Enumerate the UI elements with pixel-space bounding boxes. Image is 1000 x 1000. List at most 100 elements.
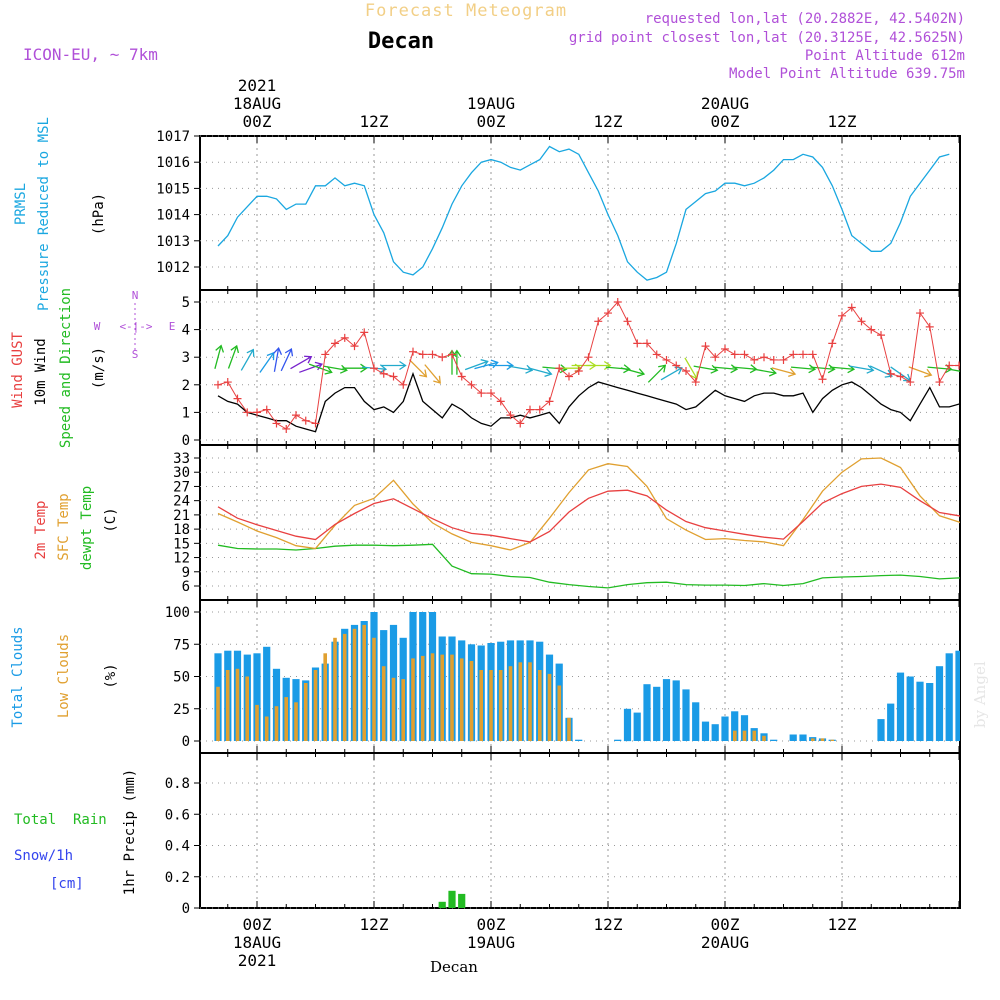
- low-cloud-bar: [469, 661, 474, 741]
- compass-w: W: [94, 320, 101, 333]
- pressure-ytick-label: 1014: [156, 208, 190, 224]
- wind-arrow: [227, 344, 240, 369]
- low-cloud-bar: [508, 666, 513, 741]
- wind-gust-point: [301, 416, 310, 425]
- wind-arrow-shaft: [424, 364, 441, 384]
- low-cloud-bar: [225, 670, 230, 741]
- wind-ytick-label: 0: [182, 433, 190, 449]
- wind-arrow: [586, 360, 612, 371]
- wind-gust-point: [506, 411, 515, 420]
- wind-gust-point: [292, 411, 300, 420]
- clouds-ytick-label: 75: [173, 637, 190, 653]
- total-cloud-bar: [926, 683, 934, 741]
- clouds-label-2: Low Clouds: [56, 634, 72, 718]
- low-cloud-bar: [245, 676, 249, 741]
- wind-arrow-head: [636, 368, 646, 378]
- pressure-ytick-label: 1017: [156, 129, 190, 145]
- low-cloud-bar: [742, 730, 747, 741]
- temp-label-4: (C): [103, 507, 119, 532]
- precip-ytick-label: 0.4: [165, 839, 190, 855]
- wind-arrow-shaft: [474, 361, 498, 370]
- wind-gust-point: [750, 355, 759, 364]
- wind-gust-point: [906, 378, 915, 387]
- wind-gust-point: [545, 397, 554, 406]
- wind-arrow: [308, 363, 333, 375]
- wind-gust-point: [496, 397, 505, 406]
- compass-n: N: [132, 289, 139, 302]
- temp-label-2: SFC Temp: [56, 493, 72, 560]
- info-line-2: grid point closest lon,lat (20.3125E, 42…: [569, 30, 965, 46]
- wind-gust-point: [769, 355, 778, 364]
- total-cloud-bar: [653, 686, 661, 741]
- wind-gust-point: [282, 424, 291, 433]
- total-cloud-bar: [955, 650, 960, 741]
- wind-arrow: [240, 348, 255, 371]
- precip-frame: [199, 752, 961, 909]
- wind-gust-point: [701, 342, 710, 351]
- clouds-ytick-label: 0: [182, 734, 190, 750]
- wind-gust-point: [886, 369, 895, 378]
- compass-legend: N W <-|-> E S: [94, 289, 176, 361]
- wind-gust-point: [360, 328, 369, 337]
- low-cloud-bar: [303, 683, 308, 741]
- wind-arrow-head: [730, 364, 739, 374]
- wind-arrow: [849, 364, 875, 374]
- wind-arrow: [647, 364, 667, 383]
- wind-arrow-shaft: [323, 365, 347, 371]
- temp-series: [217, 457, 960, 589]
- wind-10m-line: [217, 371, 960, 433]
- wind-gust-point: [925, 322, 934, 331]
- low-cloud-bar: [235, 668, 240, 741]
- total-cloud-bar: [575, 739, 583, 741]
- total-cloud-bar: [692, 702, 700, 741]
- wind-arrow-shaft: [829, 366, 855, 370]
- wind-arrow: [947, 368, 960, 374]
- time-top-label: 2021: [238, 76, 277, 95]
- sfc-temp-line: [217, 457, 960, 551]
- precip-label-snow: Snow/1h: [14, 848, 73, 864]
- total-cloud-bar: [711, 724, 719, 741]
- wind-arrow-shaft: [290, 356, 312, 370]
- wind-ytick-label: 3: [182, 350, 190, 366]
- wind-arrow: [790, 364, 817, 374]
- compass-h: <-|->: [119, 320, 152, 333]
- precip-series: [438, 890, 466, 909]
- temp-label-1: 2m Temp: [33, 500, 49, 559]
- low-cloud-bar: [820, 738, 825, 741]
- wind-arrow-head: [884, 369, 893, 378]
- total-cloud-bar: [701, 721, 710, 741]
- info-line-1: requested lon,lat (20.2882E, 42.5402N): [645, 11, 965, 27]
- wind-arrow: [660, 366, 683, 381]
- rain-bar: [458, 893, 466, 908]
- temp-ytick-label: 21: [173, 508, 190, 524]
- wind-arrow: [542, 364, 568, 374]
- wind-arrow-shaft: [967, 368, 990, 374]
- low-cloud-bar: [489, 670, 493, 741]
- temp-ytick-label: 30: [173, 465, 190, 481]
- time-bottom-label: 19AUG: [467, 933, 515, 952]
- wind-gust-point: [487, 389, 495, 398]
- pressure-panel: 1012 1013 1014 1015 1016 1017: [156, 129, 961, 291]
- wind-gust-point: [584, 353, 593, 362]
- time-bottom-label: 12Z: [828, 915, 857, 934]
- wind-gust-point: [691, 378, 700, 387]
- wind-gust-point: [311, 419, 320, 428]
- low-cloud-bar: [401, 679, 405, 741]
- wind-gust-point: [682, 367, 690, 375]
- wind-arrow-head: [304, 355, 313, 364]
- time-bottom-label: 12Z: [360, 915, 389, 934]
- wind-arrow-shaft: [620, 367, 645, 375]
- wind-arrow-shaft: [693, 365, 718, 371]
- precip-panel: 0 0.2 0.4 0.6 0.8: [165, 752, 961, 917]
- model-label: ICON-EU, ~ 7km: [23, 45, 158, 64]
- total-cloud-bar: [721, 716, 729, 741]
- wind-gust-point: [438, 353, 447, 362]
- low-cloud-bar: [547, 673, 552, 741]
- wind-arrow-head: [924, 368, 933, 378]
- wind-gust-point: [516, 419, 525, 428]
- low-cloud-bar: [528, 662, 532, 741]
- total-cloud-bar: [731, 711, 739, 741]
- total-cloud-bar: [799, 734, 807, 741]
- wind-gust-point: [526, 405, 534, 414]
- wind-gust-point: [818, 375, 827, 384]
